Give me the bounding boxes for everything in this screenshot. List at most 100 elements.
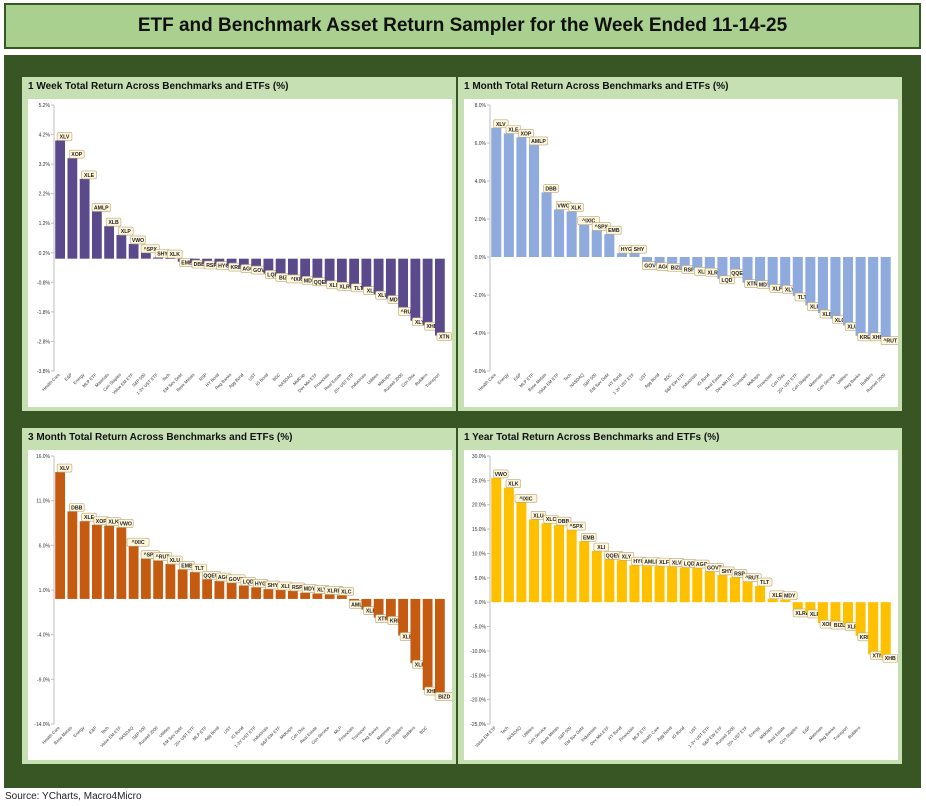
- category-label: Energy: [72, 725, 86, 739]
- bar: [541, 523, 552, 603]
- data-label: LQD: [267, 272, 278, 278]
- y-tick-label: 2.2%: [39, 192, 51, 198]
- bar: [177, 569, 188, 599]
- category-label: Builders: [402, 725, 417, 740]
- data-label-box: [493, 119, 509, 129]
- bar: [704, 257, 715, 272]
- bar: [654, 257, 665, 266]
- bar: [554, 209, 565, 257]
- data-label-box: [882, 653, 898, 663]
- bar: [336, 258, 347, 286]
- data-label: HYG: [633, 559, 644, 565]
- bar: [843, 257, 854, 326]
- data-label: XHB: [427, 689, 438, 695]
- bar: [410, 598, 421, 664]
- data-label: XLE: [84, 173, 95, 179]
- bar: [55, 472, 66, 599]
- bar: [729, 577, 740, 603]
- data-label: BIZD: [279, 275, 291, 281]
- data-label-box: [719, 275, 735, 285]
- data-label-box: [130, 235, 146, 245]
- data-label: QQEW: [606, 553, 623, 559]
- data-label-box: [528, 136, 548, 146]
- bar: [629, 565, 640, 603]
- data-label: AGG: [218, 575, 230, 581]
- y-tick-label: -15.0%: [470, 673, 486, 679]
- data-label: XLV: [496, 122, 506, 128]
- y-tick-label: 15.0%: [472, 527, 487, 533]
- y-tick-label: 6.0%: [475, 141, 487, 147]
- y-tick-label: 0.0%: [475, 255, 487, 261]
- bar: [554, 525, 565, 603]
- y-tick-label: 4.0%: [475, 179, 487, 185]
- bar: [541, 192, 552, 257]
- bar: [153, 560, 164, 599]
- data-label: XOP: [822, 622, 833, 628]
- category-label: BDC: [418, 725, 428, 735]
- data-label-box: [514, 493, 538, 503]
- bar: [642, 257, 653, 265]
- y-tick-label: 8.0%: [475, 103, 487, 109]
- data-label: XLRE: [707, 270, 721, 276]
- panel-1-week: 1 Week Total Return Across Benchmarks an…: [22, 77, 456, 411]
- bar: [767, 257, 778, 288]
- y-tick-label: -1.8%: [37, 310, 51, 316]
- bar: [226, 582, 237, 599]
- y-tick-label: 1.0%: [39, 588, 51, 594]
- data-label-box: [56, 463, 73, 473]
- data-label: XLI: [367, 289, 376, 295]
- bar: [385, 598, 396, 620]
- bar: [729, 257, 740, 273]
- data-label: DBB: [194, 262, 205, 268]
- data-label: TLT: [195, 566, 205, 572]
- bar: [214, 581, 225, 599]
- data-label: KRE: [860, 335, 871, 341]
- bar: [830, 602, 841, 625]
- plot-area-1-month: 8.0% 6.0% 4.0% 2.0% 0.0% -2.0% -4.0% -6.0% XLV He…: [464, 99, 898, 407]
- data-label: XLB: [822, 312, 833, 318]
- bar: [300, 592, 311, 599]
- bar: [91, 211, 102, 259]
- data-label: ^IXIC: [519, 496, 532, 502]
- chart-title-3-month: 3 Month Total Return Across Benchmarks a…: [28, 432, 293, 443]
- category-label: UST: [688, 725, 698, 735]
- data-label: ^IXIC: [582, 219, 595, 225]
- bar: [843, 602, 854, 626]
- data-label: XLI: [698, 269, 707, 275]
- y-tick-label: -4.0%: [37, 633, 51, 639]
- data-label: LQD: [721, 278, 732, 284]
- data-label-box: [782, 591, 798, 601]
- data-label: XLP: [810, 304, 821, 310]
- bar: [855, 602, 866, 636]
- data-label: XOP: [96, 519, 107, 525]
- data-label: MDY: [304, 278, 316, 284]
- data-label-box: [568, 203, 584, 212]
- y-tick-label: -4.0%: [473, 331, 487, 337]
- category-label: UST: [247, 372, 257, 382]
- y-tick-label: 20.0%: [472, 503, 487, 509]
- bar: [528, 519, 539, 603]
- data-label: MDY: [390, 298, 402, 304]
- category-label: Con Disc: [400, 372, 416, 388]
- data-label: RSP: [292, 585, 303, 591]
- bar: [67, 158, 78, 259]
- data-label-box: [191, 563, 207, 573]
- data-label: HYG: [621, 247, 632, 253]
- page-title: ETF and Benchmark Asset Return Sampler f…: [137, 15, 788, 36]
- bar: [336, 595, 347, 599]
- data-label-box: [338, 587, 354, 596]
- y-tick-label: -2.0%: [473, 293, 487, 299]
- bar: [422, 258, 433, 326]
- bar: [579, 541, 590, 603]
- bar: [324, 258, 335, 284]
- data-label: KRE: [231, 265, 242, 271]
- panel-1-month: 1 Month Total Return Across Benchmarks a…: [458, 77, 902, 411]
- bar: [780, 599, 791, 603]
- bar: [679, 567, 690, 603]
- y-tick-label: 5.2%: [39, 103, 51, 109]
- data-label: AGG: [696, 562, 708, 568]
- data-label: AGG: [658, 265, 670, 271]
- data-label: XTN: [378, 617, 389, 623]
- bar: [868, 257, 879, 336]
- data-label: XTN: [872, 653, 883, 659]
